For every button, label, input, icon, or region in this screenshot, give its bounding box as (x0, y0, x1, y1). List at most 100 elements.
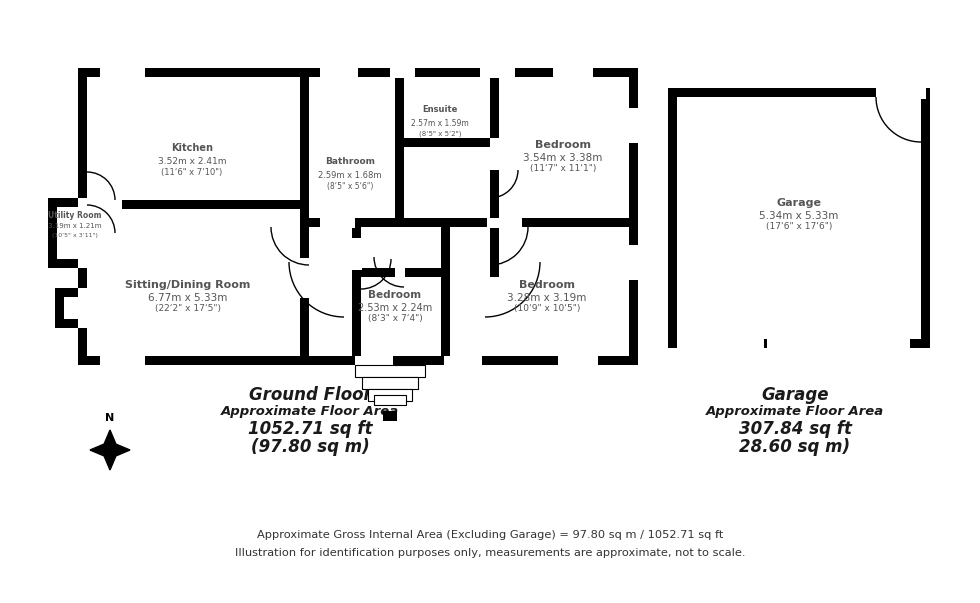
Bar (355, 365, 425, 377)
Bar (100, 68, 145, 78)
Bar (777, 339, 852, 349)
Bar (362, 377, 418, 389)
Text: (8‘5" x 5‘2"): (8‘5" x 5‘2") (418, 131, 462, 137)
Bar (78, 68, 638, 77)
Text: Approximate Floor Area: Approximate Floor Area (706, 405, 884, 418)
Bar (48, 259, 87, 268)
Bar (480, 68, 515, 78)
Bar (444, 356, 482, 366)
Bar (668, 88, 930, 348)
Bar (832, 339, 910, 350)
Text: 3.28m x 3.19m: 3.28m x 3.19m (508, 293, 587, 303)
Text: (11‘6" x 7‘10"): (11‘6" x 7‘10") (162, 168, 222, 177)
Bar (441, 227, 450, 365)
Text: Bedroom: Bedroom (535, 140, 591, 150)
Text: (8‘5" x 5‘6"): (8‘5" x 5‘6") (326, 182, 373, 191)
Bar (629, 108, 639, 143)
Bar (355, 356, 393, 366)
Polygon shape (90, 430, 130, 470)
Bar (629, 245, 639, 280)
Text: 2.53m x 2.24m: 2.53m x 2.24m (358, 303, 432, 313)
Bar (395, 138, 490, 147)
Bar (55, 288, 87, 328)
Bar (368, 389, 412, 401)
Text: (10‘5" x 3‘11"): (10‘5" x 3‘11") (52, 233, 98, 238)
Bar (668, 88, 930, 97)
Bar (78, 268, 87, 365)
Bar (78, 68, 87, 198)
Text: Garage: Garage (761, 386, 829, 404)
Bar (55, 319, 87, 328)
Bar (78, 198, 88, 268)
Bar (390, 68, 415, 78)
Text: Kitchen: Kitchen (171, 143, 213, 153)
Bar (876, 88, 926, 99)
Bar (48, 198, 87, 207)
Bar (300, 258, 310, 298)
Bar (487, 218, 522, 228)
Text: Bedroom: Bedroom (368, 290, 421, 300)
Bar (352, 238, 362, 270)
Text: Ground Floor: Ground Floor (249, 386, 371, 404)
Bar (686, 339, 764, 350)
Bar (629, 108, 639, 143)
Bar (320, 68, 358, 78)
Text: 2.57m x 1.59m: 2.57m x 1.59m (412, 119, 468, 127)
Bar (395, 248, 405, 280)
Bar (490, 68, 499, 227)
Bar (78, 356, 638, 365)
Text: Bathroom: Bathroom (325, 157, 375, 166)
Text: Bedroom: Bedroom (519, 280, 575, 290)
Bar (78, 288, 88, 328)
Bar (677, 339, 757, 349)
Text: (11‘7" x 11‘1"): (11‘7" x 11‘1") (530, 165, 596, 174)
Bar (300, 68, 309, 365)
Text: N: N (106, 413, 115, 423)
Text: 2.59m x 1.68m: 2.59m x 1.68m (318, 171, 382, 180)
Bar (383, 411, 397, 421)
Bar (921, 88, 930, 348)
Bar (320, 218, 355, 228)
Bar (352, 218, 361, 365)
Bar (668, 339, 930, 348)
Bar (352, 268, 450, 277)
Bar (490, 218, 499, 277)
Text: Illustration for identification purposes only, measurements are approximate, not: Illustration for identification purposes… (235, 548, 745, 558)
Bar (395, 68, 404, 227)
Bar (668, 88, 677, 348)
Text: (8‘3" x 7‘4"): (8‘3" x 7‘4") (368, 315, 422, 323)
Bar (78, 68, 87, 365)
Bar (629, 68, 638, 365)
Text: 28.60 sq m): 28.60 sq m) (740, 438, 851, 456)
Text: (17‘6" x 17‘6"): (17‘6" x 17‘6") (765, 223, 832, 232)
Text: (97.80 sq m): (97.80 sq m) (251, 438, 369, 456)
Text: Garage: Garage (776, 198, 821, 208)
Bar (87, 200, 122, 210)
Text: 307.84 sq ft: 307.84 sq ft (739, 420, 852, 438)
Bar (490, 138, 500, 170)
Bar (558, 356, 598, 366)
Text: 5.34m x 5.33m: 5.34m x 5.33m (760, 211, 839, 221)
Bar (87, 200, 300, 209)
Text: (10‘9" x 10‘5"): (10‘9" x 10‘5") (514, 305, 580, 314)
Text: Approximate Gross Internal Area (Excluding Garage) = 97.80 sq m / 1052.71 sq ft: Approximate Gross Internal Area (Excludi… (257, 530, 723, 540)
Bar (48, 198, 87, 268)
Text: Sitting/Dining Room: Sitting/Dining Room (125, 280, 251, 290)
Bar (78, 68, 638, 365)
Bar (767, 339, 777, 349)
Bar (48, 198, 57, 268)
Text: 1052.71 sq ft: 1052.71 sq ft (248, 420, 372, 438)
Text: 3.52m x 2.41m: 3.52m x 2.41m (158, 157, 226, 165)
Bar (100, 356, 145, 366)
Bar (55, 288, 64, 328)
Text: 6.77m x 5.33m: 6.77m x 5.33m (148, 293, 227, 303)
Text: Utility Room: Utility Room (48, 212, 102, 221)
Text: Approximate Floor Area: Approximate Floor Area (220, 405, 399, 418)
Bar (55, 288, 87, 297)
Bar (300, 218, 638, 227)
Text: 3.19m x 1.21m: 3.19m x 1.21m (48, 223, 102, 229)
Text: (22‘2" x 17‘5"): (22‘2" x 17‘5") (155, 305, 221, 314)
Bar (374, 395, 406, 405)
Text: Ensuite: Ensuite (422, 106, 458, 115)
Bar (553, 68, 593, 78)
